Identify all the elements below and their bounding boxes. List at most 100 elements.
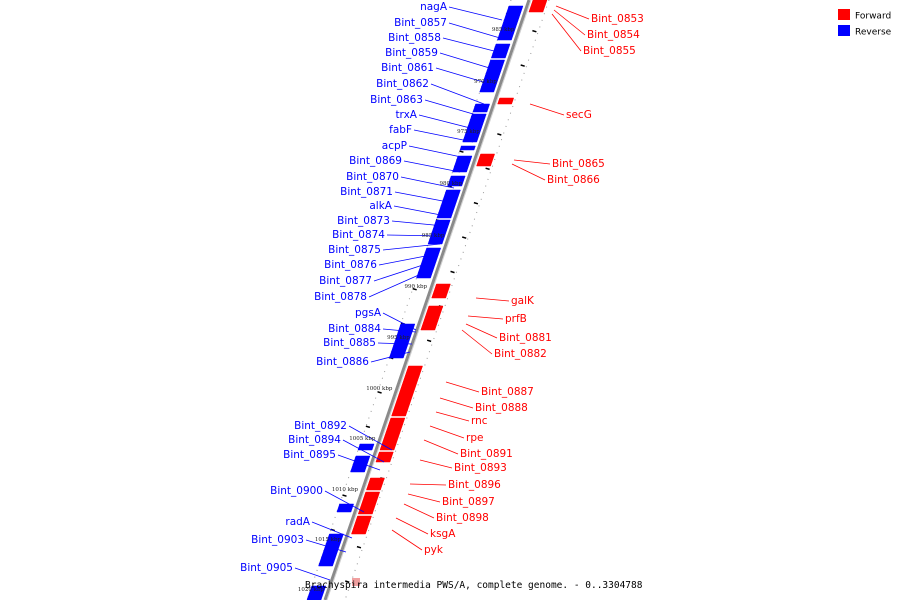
- forward-gene-label: Bint_0893: [454, 462, 507, 474]
- reverse-gene-block: [350, 455, 371, 473]
- scale-tick-mark: [342, 494, 347, 497]
- forward-gene-label: Bint_0887: [481, 386, 534, 398]
- forward-gene-label: secG: [566, 109, 592, 121]
- forward-gene-label: galK: [511, 295, 535, 307]
- reverse-gene-label: Bint_0903: [251, 534, 304, 546]
- reverse-gene-label: alkA: [369, 200, 392, 212]
- reverse-gene-leader-line: [408, 145, 467, 159]
- reverse-gene-leader-line: [448, 22, 501, 39]
- reverse-gene-leader-line: [424, 99, 481, 117]
- forward-gene-block: [351, 515, 372, 535]
- scale-tick-mark: [459, 150, 464, 153]
- reverse-gene-leader-line: [377, 342, 413, 345]
- forward-gene-leader-line: [511, 163, 546, 181]
- reverse-gene-leader-line: [337, 454, 381, 471]
- reverse-gene-block: [472, 103, 490, 113]
- scale-tick-mark: [426, 339, 432, 343]
- reverse-gene-label: Bint_0905: [240, 562, 293, 574]
- reverse-gene-label: Bint_0884: [328, 323, 381, 335]
- reverse-gene-block: [447, 175, 466, 187]
- forward-gene-label: Bint_0882: [494, 348, 547, 360]
- forward-gene-block: [379, 425, 403, 451]
- forward-gene-label: Bint_0853: [591, 13, 644, 25]
- scale-tick-mark: [365, 425, 371, 429]
- forward-gene-leader-line: [403, 503, 435, 519]
- reverse-gene-label: Bint_0894: [288, 434, 341, 446]
- forward-gene-block: [528, 0, 548, 13]
- forward-gene-leader-line: [529, 103, 565, 116]
- reverse-gene-block: [318, 533, 344, 567]
- reverse-gene-leader-line: [430, 83, 485, 105]
- tick-labels: 985 kbp 970 kbp 975 kbp 980 kbp 985 kbp 990 k…: [298, 27, 515, 593]
- ruler-dotted-line-left: [306, 0, 512, 600]
- forward-gene-label: Bint_0897: [442, 496, 495, 508]
- reverse-gene-label: Bint_0895: [283, 449, 336, 461]
- forward-gene-block: [420, 305, 444, 331]
- reverse-gene-leader-line: [393, 205, 447, 217]
- forward-gene-block: [391, 403, 410, 417]
- forward-gene-label: Bint_0898: [436, 512, 489, 524]
- forward-gene-label: Bint_0891: [460, 448, 513, 460]
- reverse-gene-leader-line: [391, 220, 445, 227]
- forward-gene-leader-line: [553, 9, 586, 36]
- forward-gene-label: Bint_0888: [475, 402, 528, 414]
- forward-gene-label: Bint_0854: [587, 29, 640, 41]
- forward-gene-label: Bint_0855: [583, 45, 636, 57]
- forward-gene-leader-line: [435, 411, 470, 422]
- reverse-gene-leader-line: [370, 351, 411, 363]
- reverse-gene-label: acpP: [382, 140, 407, 152]
- legend: Forward Reverse: [838, 9, 892, 38]
- reverse-gene-leader-line: [394, 191, 449, 203]
- forward-gene-leader-line: [475, 297, 510, 302]
- reverse-gene-label: Bint_0863: [370, 94, 423, 106]
- legend-forward-swatch: [838, 9, 850, 20]
- scale-tick-mark: [356, 545, 362, 549]
- forward-gene-leader-line: [513, 159, 551, 165]
- reverse-gene-block: [459, 145, 476, 151]
- tick-label: 985 kbp: [492, 27, 515, 33]
- reverse-gene-leader-line: [378, 253, 437, 266]
- legend-reverse-swatch: [838, 25, 850, 36]
- reverse-gene-block: [388, 323, 416, 359]
- forward-gene-label: prfB: [505, 313, 527, 325]
- forward-gene-block: [497, 97, 515, 105]
- reverse-gene-block: [490, 43, 511, 59]
- reverse-gene-leader-line: [382, 243, 441, 251]
- scale-tick-mark: [377, 391, 382, 394]
- reverse-gene-leader-line: [400, 176, 455, 189]
- reverse-gene-leader-line: [382, 312, 417, 331]
- scale-tick-mark: [473, 201, 479, 205]
- reverse-gene-leader-line: [373, 261, 433, 282]
- forward-gene-label: ksgA: [430, 528, 456, 540]
- reverse-gene-label: Bint_0878: [314, 291, 367, 303]
- forward-gene-leader-line: [555, 5, 590, 20]
- reverse-gene-leader-line: [448, 6, 503, 21]
- reverse-gene-leader-line: [439, 52, 497, 71]
- scale-tick-mark: [450, 270, 455, 274]
- tick-label: 970 kbp: [474, 79, 497, 85]
- legend-forward-label: Forward: [855, 12, 891, 22]
- tick-label: 1020 kbp: [298, 587, 325, 593]
- forward-gene-leader-line: [409, 483, 447, 486]
- forward-gene-leader-line: [551, 13, 582, 52]
- tick-label: 1000 kbp: [366, 386, 393, 392]
- reverse-gene-label: Bint_0857: [394, 17, 447, 29]
- reverse-gene-leader-line: [382, 328, 417, 333]
- tick-label: 980 kbp: [439, 181, 462, 187]
- forward-gene-leader-line: [395, 517, 429, 535]
- forward-gene-leader-line: [407, 493, 441, 503]
- reverse-gene-block: [497, 5, 524, 41]
- forward-gene-block: [476, 153, 495, 167]
- genome-backbone: [323, 0, 531, 600]
- scale-tick-mark: [345, 580, 350, 583]
- reverse-gene-label: Bint_0875: [328, 244, 381, 256]
- scale-tick-mark: [497, 133, 502, 136]
- reverse-gene-leader-line: [294, 567, 331, 581]
- forward-gene-leader-line: [465, 323, 498, 339]
- reverse-gene-label: Bint_0886: [316, 356, 369, 368]
- reverse-gene-label: fabF: [389, 124, 412, 136]
- scale-tick-mark: [520, 64, 525, 67]
- reverse-gene-leader-line: [435, 67, 491, 85]
- tick-label: 985 kbp: [422, 233, 445, 239]
- forward-gene-leader-line: [419, 459, 453, 469]
